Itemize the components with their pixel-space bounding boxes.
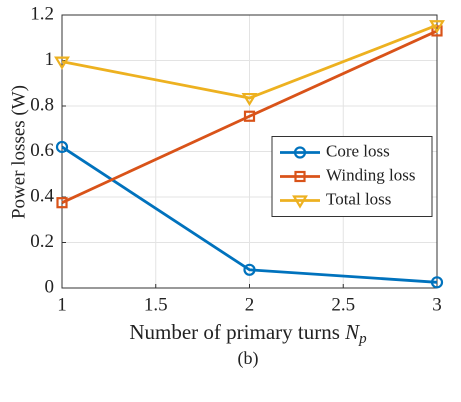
marker (293, 146, 307, 159)
y-tick-label: 0 (45, 276, 55, 297)
marker (243, 110, 256, 122)
y-tick-label: 1.2 (30, 3, 54, 24)
marker (243, 263, 256, 276)
marker (429, 20, 445, 34)
x-axis-label-symbol: N (344, 320, 360, 344)
y-tick-label: 0.4 (30, 185, 54, 206)
legend-label: Winding loss (326, 165, 416, 184)
series-line (61, 29, 438, 204)
y-tick-label: 1 (45, 49, 55, 70)
marker (292, 195, 308, 209)
x-axis-label: Number of primary turns Np (129, 320, 367, 348)
x-tick-label: 1 (57, 294, 67, 315)
x-axis-label-text: Number of primary turns (129, 320, 340, 344)
marker (55, 140, 69, 154)
x-tick-label: 1.5 (144, 294, 168, 315)
marker (54, 56, 70, 70)
marker (294, 170, 306, 183)
x-tick-label: 2.5 (331, 294, 355, 315)
legend-label: Core loss (326, 141, 390, 160)
x-tick-label: 2 (245, 294, 255, 315)
y-tick-label: 0.6 (30, 140, 54, 161)
series-line (61, 145, 438, 284)
y-tick-label: 0.8 (30, 94, 54, 115)
y-tick-label: 0.2 (30, 231, 54, 252)
caption: (b) (238, 348, 259, 369)
y-axis-label: Power losses (W) (8, 85, 29, 219)
marker (430, 276, 444, 289)
legend-label: Total loss (326, 189, 391, 208)
marker (241, 92, 258, 107)
legend: Core loss Winding loss Total loss (271, 136, 433, 217)
x-tick-label: 3 (432, 294, 442, 315)
x-axis-label-subscript: p (358, 331, 367, 347)
series-line (61, 23, 438, 100)
marker (56, 197, 68, 209)
